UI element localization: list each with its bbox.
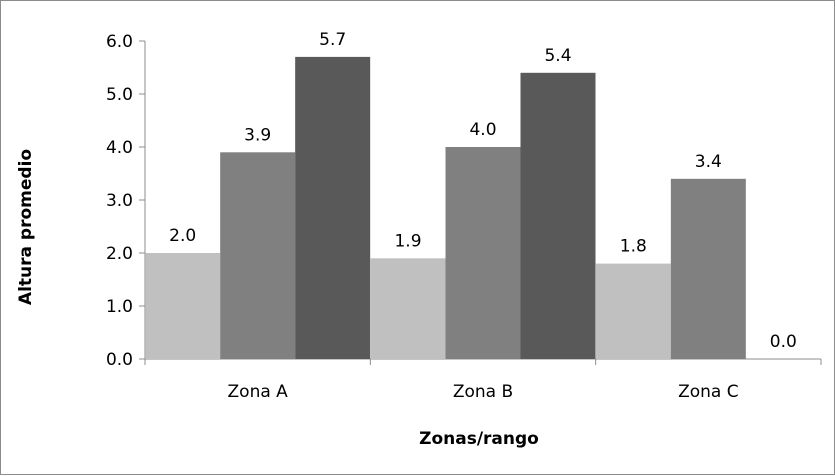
data-label: 5.4	[544, 46, 571, 66]
data-label: 2.0	[169, 226, 196, 246]
y-tick-label: 6.0	[106, 32, 133, 52]
bar	[520, 72, 596, 360]
x-axis-title: Zonas/rango	[419, 429, 539, 449]
bar	[295, 56, 371, 360]
data-label: 4.0	[469, 120, 496, 140]
x-tick-label: Zona B	[453, 382, 513, 402]
data-label: 1.9	[394, 231, 421, 251]
y-tick-label: 4.0	[106, 138, 133, 158]
y-tick-label: 5.0	[106, 85, 133, 105]
y-tick-label: 0.0	[106, 350, 133, 370]
y-tick-label: 3.0	[106, 191, 133, 211]
bar	[220, 152, 296, 359]
data-label: 5.7	[319, 30, 346, 50]
data-label: 0.0	[770, 332, 797, 352]
data-label: 1.8	[620, 237, 647, 257]
bar	[670, 178, 746, 359]
data-label: 3.4	[695, 152, 722, 172]
data-label: 3.9	[244, 125, 271, 145]
bar	[370, 258, 446, 359]
x-tick-label: Zona C	[678, 382, 739, 402]
bar	[595, 263, 671, 359]
y-tick-label: 2.0	[106, 244, 133, 264]
bar	[145, 253, 221, 359]
x-tick-label: Zona A	[228, 382, 289, 402]
bar	[445, 147, 521, 359]
y-tick-label: 1.0	[106, 297, 133, 317]
plot-area: 0.0 1.0 2.0 3.0 4.0 5.0 6.0 Zona A Zona B Zona C 2…	[106, 30, 822, 402]
y-axis-title: Altura promedio	[16, 149, 36, 305]
